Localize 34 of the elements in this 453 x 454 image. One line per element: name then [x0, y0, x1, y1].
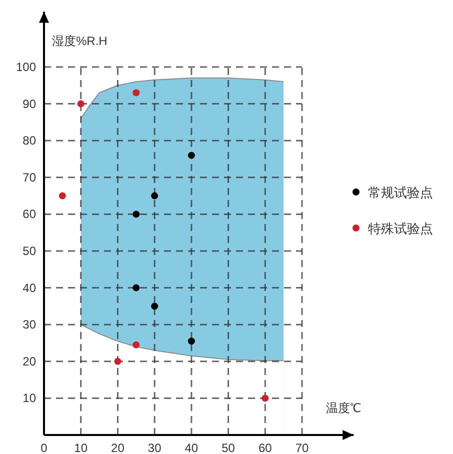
y-tick-label: 60 [22, 207, 36, 222]
point [151, 192, 158, 200]
y-tick-label: 30 [22, 318, 36, 332]
y-axis-title: 湿度%R.H [52, 34, 108, 48]
point [188, 152, 195, 159]
x-tick-label: 40 [184, 441, 198, 454]
point [151, 302, 158, 310]
x-tick-label: 60 [258, 441, 272, 454]
point [132, 284, 140, 292]
point [114, 358, 122, 365]
legend-label: 常规试验点 [368, 185, 433, 200]
y-tick-label: 50 [22, 244, 36, 258]
y-tick-label: 20 [22, 354, 36, 368]
x-axis-title: 温度℃ [326, 401, 362, 415]
x-tick-label: 50 [222, 441, 236, 454]
x-tick-label: 30 [148, 441, 162, 454]
point [132, 210, 140, 218]
y-tick-label: 40 [22, 280, 36, 295]
point [188, 338, 195, 345]
point [132, 341, 140, 348]
x-tick-label: 10 [74, 441, 88, 454]
y-tick-label: 80 [22, 134, 36, 148]
y-tick-label: 90 [22, 96, 36, 111]
y-tick-label: 100 [16, 60, 36, 74]
y-tick-label: 70 [22, 170, 36, 184]
x-tick-label: 0 [40, 441, 48, 454]
legend-label: 特殊试验点 [368, 221, 433, 236]
point [77, 100, 84, 108]
x-tick-label: 70 [295, 441, 310, 454]
point [58, 192, 66, 200]
point [132, 89, 140, 96]
point [262, 394, 269, 402]
x-tick-label: 20 [111, 441, 125, 454]
y-tick-label: 10 [22, 391, 36, 406]
